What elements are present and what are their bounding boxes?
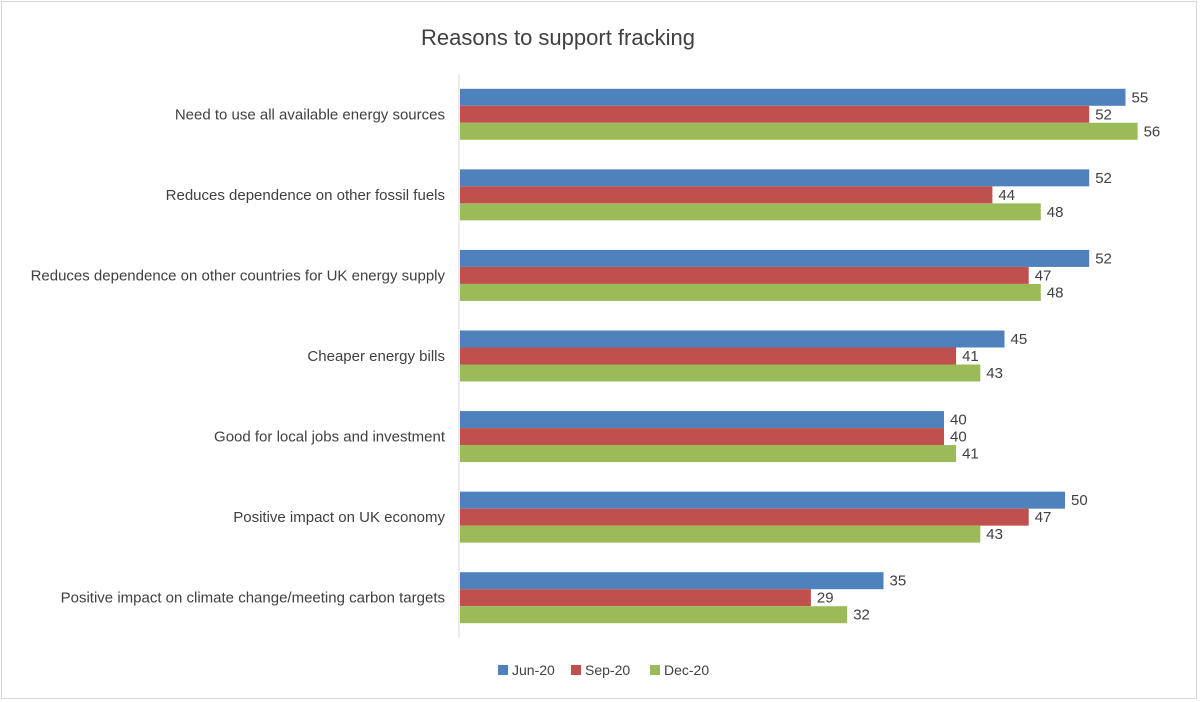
data-label: 47 xyxy=(1035,267,1052,284)
bar xyxy=(460,572,884,590)
data-label: 56 xyxy=(1144,123,1161,140)
legend: Jun-20 Sep-20 Dec-20 xyxy=(498,662,709,678)
data-label: 29 xyxy=(817,590,834,607)
chart-title: Reasons to support fracking xyxy=(421,25,695,50)
data-label: 52 xyxy=(1095,170,1112,187)
bar xyxy=(460,88,1126,106)
bar xyxy=(460,186,993,204)
data-label: 52 xyxy=(1095,250,1112,267)
bar xyxy=(460,203,1041,221)
data-label: 47 xyxy=(1035,509,1052,526)
bar xyxy=(460,606,848,624)
bar xyxy=(460,364,981,382)
legend-label: Dec-20 xyxy=(664,662,709,678)
bar xyxy=(460,266,1029,284)
bar xyxy=(460,428,944,446)
bar xyxy=(460,411,944,429)
category-label: Reduces dependence on other fossil fuels xyxy=(166,187,445,204)
bar xyxy=(460,525,981,543)
data-label: 55 xyxy=(1132,89,1149,106)
category-label: Need to use all available energy sources xyxy=(175,106,445,123)
legend-label: Jun-20 xyxy=(512,662,555,678)
data-label: 32 xyxy=(853,607,870,624)
data-label: 43 xyxy=(986,365,1003,382)
bar xyxy=(460,589,811,607)
data-label: 43 xyxy=(986,526,1003,543)
bar xyxy=(460,347,957,365)
bar xyxy=(460,105,1090,123)
data-label: 48 xyxy=(1047,284,1064,301)
bar xyxy=(460,283,1041,301)
category-label: Positive impact on climate change/meetin… xyxy=(61,590,445,607)
category-label: Good for local jobs and investment xyxy=(214,429,446,446)
data-label: 52 xyxy=(1095,106,1112,123)
legend-swatch xyxy=(650,665,660,675)
data-label: 50 xyxy=(1071,492,1088,509)
data-label: 41 xyxy=(962,348,979,365)
data-label: 40 xyxy=(950,429,967,446)
data-label: 45 xyxy=(1011,331,1028,348)
bar xyxy=(460,445,957,463)
bar xyxy=(460,122,1138,140)
bar xyxy=(460,491,1065,509)
legend-label: Sep-20 xyxy=(585,662,630,678)
plot-area: Need to use all available energy sources… xyxy=(31,88,1161,624)
legend-swatch xyxy=(571,665,581,675)
data-label: 44 xyxy=(998,187,1015,204)
data-label: 41 xyxy=(962,446,979,463)
bar xyxy=(460,508,1029,526)
bar xyxy=(460,249,1090,267)
category-label: Cheaper energy bills xyxy=(307,348,445,365)
data-label: 35 xyxy=(890,573,907,590)
bar xyxy=(460,169,1090,187)
legend-swatch xyxy=(498,665,508,675)
bar xyxy=(460,330,1005,348)
data-label: 40 xyxy=(950,412,967,429)
data-label: 48 xyxy=(1047,204,1064,221)
category-label: Reduces dependence on other countries fo… xyxy=(31,267,446,284)
category-label: Positive impact on UK economy xyxy=(233,509,445,526)
